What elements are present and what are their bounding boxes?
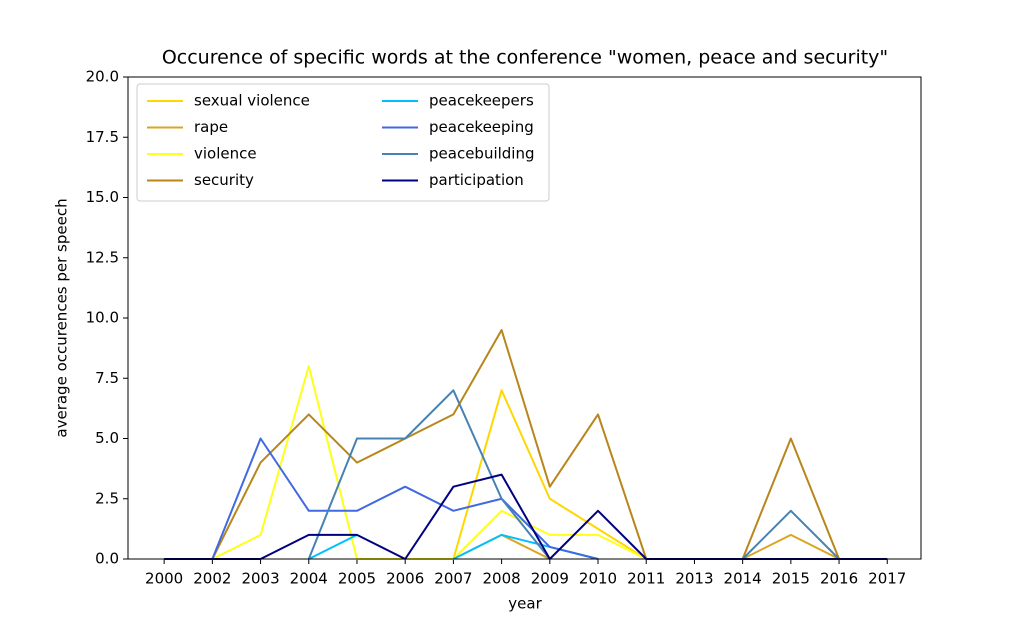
legend-label: violence [194,145,257,163]
legend: sexual violence rape violence security peace… [136,83,550,202]
x-tick-label: 2014 [724,570,762,588]
x-tick-label: 2009 [531,570,569,588]
x-tick-label: 2005 [338,570,376,588]
x-tick-label: 2011 [627,570,665,588]
y-tick-label: 20.0 [86,68,119,86]
line [741,509,840,560]
x-tick-label: 2016 [820,570,858,588]
legend-label: sexual violence [194,92,310,110]
x-axis-label: year [508,595,542,613]
x-tick-label: 2006 [386,570,424,588]
y-axis-label: average occurences per speech [53,198,71,437]
x-tick-label: 2010 [579,570,617,588]
plot-frame [127,76,922,560]
y-tick-label: 5.0 [95,429,119,447]
x-tick-label: 2004 [290,570,328,588]
legend-label: rape [194,118,228,136]
y-tick-label: 2.5 [95,489,119,507]
x-tick-label: 2013 [675,570,713,588]
y-tick-label: 17.5 [86,128,119,146]
legend-box [136,83,550,202]
x-tick-label: 2017 [868,570,906,588]
legend-label: participation [429,171,524,189]
legend-label: peacekeepers [429,92,534,110]
y-tick-label: 12.5 [86,248,119,266]
y-tick-label: 7.5 [95,369,119,387]
x-tick-label: 2002 [193,570,231,588]
x-tick-label: 2003 [241,570,279,588]
chart-title: Occurence of specific words at the confe… [162,47,888,69]
y-tick-label: 15.0 [86,188,119,206]
line [307,389,551,560]
x-tick-label: 2008 [483,570,521,588]
line [452,389,647,560]
y-tick-label: 10.0 [86,309,119,327]
x-tick-label: 2015 [772,570,810,588]
x-tick-label: 2000 [145,570,183,588]
y-tick-label: 0.0 [95,550,119,568]
x-tick-label: 2007 [434,570,472,588]
legend-label: peacekeeping [429,118,534,136]
line [742,533,840,560]
line [308,534,358,560]
legend-label: peacebuilding [429,145,535,163]
legend-label: security [194,171,254,189]
